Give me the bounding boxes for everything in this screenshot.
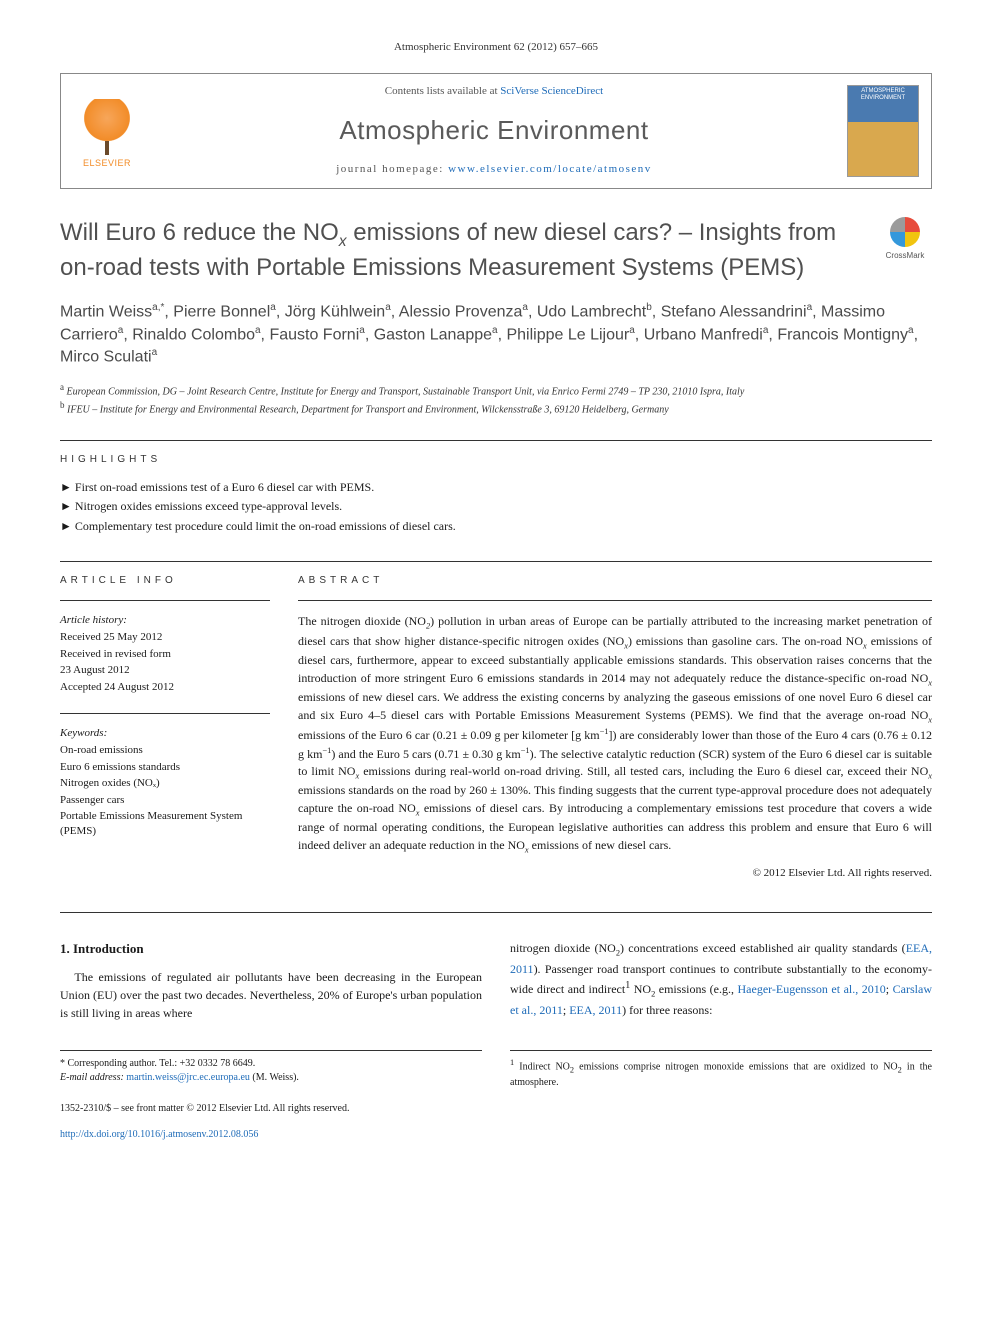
contents-available-line: Contents lists available at SciVerse Sci…	[155, 84, 833, 99]
highlights-list: First on-road emissions test of a Euro 6…	[60, 479, 932, 535]
footnotes-block: * Corresponding author. Tel.: +32 0332 7…	[60, 1050, 932, 1090]
affiliation-line: a European Commission, DG – Joint Resear…	[60, 381, 932, 399]
issn-copyright-line: 1352-2310/$ – see front matter © 2012 El…	[60, 1102, 932, 1116]
history-line: Accepted 24 August 2012	[60, 680, 270, 695]
journal-homepage-link[interactable]: www.elsevier.com/locate/atmosenv	[448, 163, 652, 175]
crossmark-label: CrossMark	[886, 250, 925, 261]
abstract-label: ABSTRACT	[298, 574, 932, 588]
footnote-1: 1 Indirect NO2 emissions comprise nitrog…	[510, 1050, 932, 1090]
journal-name: Atmospheric Environment	[155, 112, 833, 148]
doi-line: http://dx.doi.org/10.1016/j.atmosenv.201…	[60, 1128, 932, 1142]
intro-paragraph: nitrogen dioxide (NO2) concentrations ex…	[510, 939, 932, 1019]
divider	[60, 440, 932, 441]
doi-link[interactable]: http://dx.doi.org/10.1016/j.atmosenv.201…	[60, 1129, 258, 1140]
history-line: Received in revised form	[60, 647, 270, 662]
introduction-heading: 1. Introduction	[60, 939, 482, 959]
cover-label: ATMOSPHERIC ENVIRONMENT	[848, 88, 918, 101]
journal-cover-thumbnail[interactable]: ATMOSPHERIC ENVIRONMENT	[847, 85, 919, 177]
affiliation-line: b IFEU – Institute for Energy and Enviro…	[60, 399, 932, 417]
keyword-item: On-road emissions	[60, 743, 270, 758]
highlight-item: Complementary test procedure could limit…	[60, 518, 932, 535]
sciencedirect-link[interactable]: SciVerse ScienceDirect	[500, 85, 603, 97]
history-line: Received 25 May 2012	[60, 630, 270, 645]
email-suffix: (M. Weiss).	[250, 1072, 299, 1083]
corresponding-line: * Corresponding author. Tel.: +32 0332 7…	[60, 1057, 482, 1071]
article-title: Will Euro 6 reduce the NOx emissions of …	[60, 217, 864, 283]
email-line: E-mail address: martin.weiss@jrc.ec.euro…	[60, 1071, 482, 1085]
keywords-block: Keywords: On-road emissions Euro 6 emissi…	[60, 726, 270, 840]
divider	[60, 561, 932, 562]
introduction-section: 1. Introduction The emissions of regulat…	[60, 939, 932, 1023]
authors-list: Martin Weissa,*, Pierre Bonnela, Jörg Kü…	[60, 301, 932, 369]
header-center: Contents lists available at SciVerse Sci…	[155, 84, 833, 177]
email-label: E-mail address:	[60, 1072, 126, 1083]
corresponding-author-footnote: * Corresponding author. Tel.: +32 0332 7…	[60, 1050, 482, 1090]
history-line: 23 August 2012	[60, 663, 270, 678]
abstract-text: The nitrogen dioxide (NO2) pollution in …	[298, 613, 932, 856]
contents-prefix: Contents lists available at	[385, 85, 500, 97]
author-email-link[interactable]: martin.weiss@jrc.ec.europa.eu	[126, 1072, 250, 1083]
article-history-block: Article history: Received 25 May 2012 Rec…	[60, 613, 270, 695]
divider	[60, 600, 270, 601]
publisher-logo-text: ELSEVIER	[83, 157, 131, 170]
keyword-item: Euro 6 emissions standards	[60, 760, 270, 775]
affiliations: a European Commission, DG – Joint Resear…	[60, 381, 932, 418]
keywords-head: Keywords:	[60, 726, 270, 741]
journal-header-box: ELSEVIER Contents lists available at Sci…	[60, 73, 932, 188]
keyword-item: Portable Emissions Measurement System (P…	[60, 809, 270, 840]
crossmark-badge[interactable]: CrossMark	[878, 217, 932, 261]
crossmark-icon	[890, 217, 920, 247]
highlight-item: First on-road emissions test of a Euro 6…	[60, 479, 932, 496]
journal-reference: Atmospheric Environment 62 (2012) 657–66…	[60, 40, 932, 55]
highlights-label: HIGHLIGHTS	[60, 453, 932, 467]
abstract-column: ABSTRACT The nitrogen dioxide (NO2) poll…	[298, 574, 932, 882]
keyword-item: Passenger cars	[60, 793, 270, 808]
intro-paragraph: The emissions of regulated air pollutant…	[60, 968, 482, 1022]
article-info-column: ARTICLE INFO Article history: Received 2…	[60, 574, 270, 882]
divider	[60, 912, 932, 913]
homepage-prefix: journal homepage:	[336, 163, 448, 175]
divider	[60, 713, 270, 714]
keyword-item: Nitrogen oxides (NOₓ)	[60, 776, 270, 791]
elsevier-tree-icon	[83, 99, 131, 147]
highlight-item: Nitrogen oxides emissions exceed type-ap…	[60, 498, 932, 515]
article-info-label: ARTICLE INFO	[60, 574, 270, 588]
divider	[298, 600, 932, 601]
publisher-logo[interactable]: ELSEVIER	[73, 92, 141, 170]
abstract-copyright: © 2012 Elsevier Ltd. All rights reserved…	[298, 866, 932, 881]
journal-homepage-line: journal homepage: www.elsevier.com/locat…	[155, 162, 833, 177]
article-history-head: Article history:	[60, 613, 270, 628]
